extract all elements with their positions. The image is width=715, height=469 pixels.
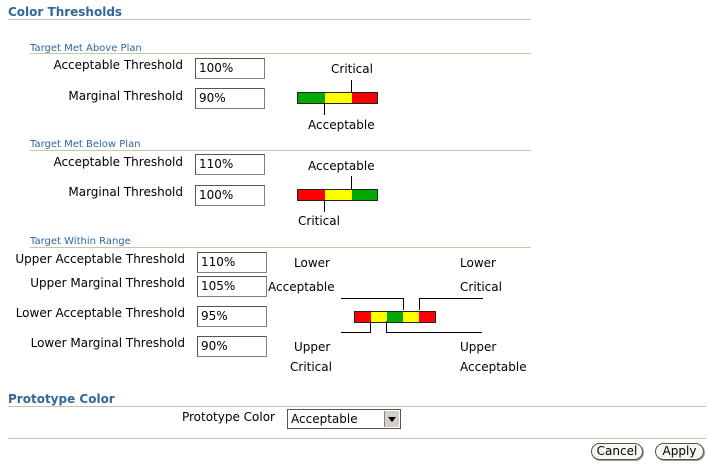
- above-critical-tick: [351, 80, 352, 92]
- above-acceptable-tick: [324, 103, 325, 115]
- lower-acceptable-threshold-input[interactable]: 95%: [197, 306, 267, 327]
- apply-button[interactable]: Apply: [655, 443, 704, 460]
- below-acceptable-tick: [351, 176, 352, 189]
- acceptable-threshold-label: Acceptable Threshold: [53, 58, 183, 72]
- acceptable-threshold-label: Acceptable Threshold: [53, 155, 183, 169]
- subsection-divider: [30, 150, 531, 151]
- within-range-color-bar: [354, 311, 436, 323]
- above-acceptable-threshold-input[interactable]: 100%: [195, 58, 265, 79]
- below-acceptable-caption: Acceptable: [308, 159, 375, 173]
- chevron-down-icon[interactable]: [384, 411, 399, 427]
- range-upper-critical-caption-line2: Critical: [290, 360, 332, 374]
- above-acceptable-caption: Acceptable: [308, 118, 375, 132]
- marginal-threshold-label: Marginal Threshold: [68, 185, 183, 199]
- range-lower-critical-bracket: [419, 298, 483, 310]
- subsection-below-plan: Target Met Below Plan: [30, 139, 141, 150]
- upper-acceptable-threshold-input[interactable]: 110%: [197, 252, 267, 273]
- lower-marginal-threshold-label: Lower Marginal Threshold: [30, 336, 185, 350]
- range-upper-acceptable-caption-line2: Acceptable: [460, 360, 527, 374]
- range-upper-acceptable-caption-line1: Upper: [460, 340, 497, 354]
- range-lower-acceptable-bracket: [341, 298, 404, 310]
- section-title-prototype-color: Prototype Color: [8, 392, 115, 406]
- subsection-above-plan: Target Met Above Plan: [30, 43, 142, 54]
- section-title-color-thresholds: Color Thresholds: [8, 5, 123, 19]
- marginal-threshold-label: Marginal Threshold: [68, 89, 183, 103]
- section-divider: [8, 406, 706, 407]
- prototype-color-label: Prototype Color: [181, 410, 275, 424]
- range-upper-critical-bracket: [341, 321, 371, 333]
- footer-divider: [8, 438, 706, 439]
- above-critical-caption: Critical: [331, 62, 373, 76]
- above-marginal-threshold-input[interactable]: 90%: [195, 88, 265, 109]
- below-marginal-threshold-input[interactable]: 100%: [195, 185, 265, 206]
- below-critical-tick: [324, 200, 325, 212]
- range-lower-acceptable-caption-line1: Lower: [294, 256, 330, 270]
- below-critical-caption: Critical: [298, 214, 340, 228]
- below-acceptable-threshold-input[interactable]: 110%: [195, 154, 265, 175]
- upper-marginal-threshold-label: Upper Marginal Threshold: [30, 276, 185, 290]
- subsection-divider: [30, 53, 531, 54]
- lower-acceptable-threshold-label: Lower Acceptable Threshold: [15, 306, 185, 320]
- prototype-color-value: Acceptable: [291, 412, 358, 426]
- range-lower-acceptable-caption-line2: Acceptable: [268, 280, 335, 294]
- range-lower-critical-caption-line2: Critical: [460, 280, 502, 294]
- section-divider: [8, 19, 531, 20]
- prototype-color-select[interactable]: Acceptable: [287, 409, 401, 429]
- above-plan-color-bar: [297, 92, 378, 104]
- upper-marginal-threshold-input[interactable]: 105%: [197, 276, 267, 297]
- cancel-button[interactable]: Cancel: [591, 443, 643, 460]
- range-upper-critical-caption-line1: Upper: [294, 340, 331, 354]
- lower-marginal-threshold-input[interactable]: 90%: [197, 336, 267, 357]
- subsection-within-range: Target Within Range: [30, 236, 131, 247]
- upper-acceptable-threshold-label: Upper Acceptable Threshold: [15, 252, 185, 266]
- range-lower-critical-caption-line1: Lower: [460, 256, 496, 270]
- range-upper-acceptable-bracket: [386, 321, 482, 333]
- subsection-divider: [30, 247, 531, 248]
- below-plan-color-bar: [297, 189, 378, 201]
